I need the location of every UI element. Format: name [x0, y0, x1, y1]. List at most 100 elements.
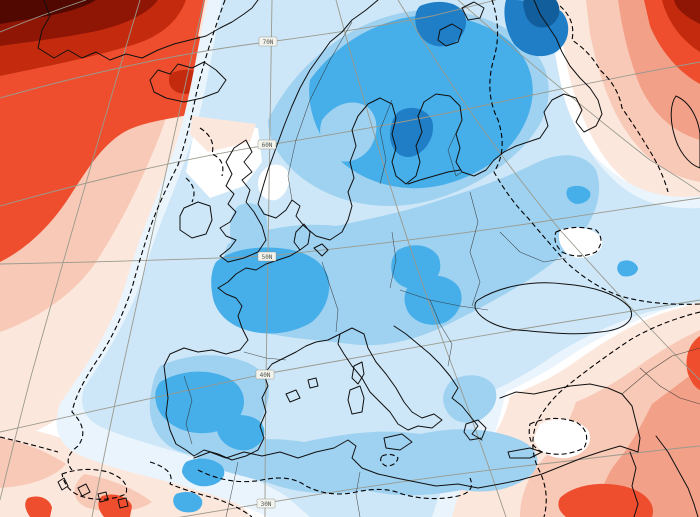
- coast-peloponnese: [463, 419, 487, 441]
- country-borders: [183, 21, 700, 517]
- cold-blob-alboran: [182, 458, 225, 487]
- coast-balearics-islands: [285, 377, 319, 403]
- lat-label-60n-chip: [257, 139, 277, 150]
- meridian-20e: [397, 0, 700, 381]
- cold-region-england: [230, 203, 268, 257]
- coast-sicily: [383, 433, 413, 451]
- lat-label-70n-chip: [258, 36, 278, 47]
- coast-turkey-south: [499, 383, 623, 399]
- border-balkans: [429, 299, 453, 367]
- warm-region-russia-maroon: [664, 0, 700, 24]
- lat-label-60n-text: 60N: [262, 142, 273, 149]
- coast-canary-islands: [57, 477, 129, 509]
- lat-label-70n-text: 70N: [263, 39, 274, 46]
- warm-region-mideast-salmon: [599, 368, 700, 517]
- coast-north-africa: [193, 439, 639, 489]
- lat-label-70n: 70N: [258, 36, 278, 47]
- contour-canaries-ring: [61, 468, 128, 500]
- cold-blob-anatolia-small1: [566, 185, 591, 204]
- warm-region-canaries-mid2: [74, 474, 152, 512]
- cold-darkest-northeast-core: [523, 0, 560, 28]
- border-nafrica-2: [355, 471, 361, 517]
- warm-region-canaries-mid1: [0, 438, 66, 488]
- border-finland-russia: [447, 119, 463, 177]
- coast-crete: [507, 447, 543, 459]
- contour-nafrica-ring: [380, 453, 399, 467]
- cold-blob-east-spain: [155, 371, 244, 434]
- cold-region-nafrica-band: [196, 429, 538, 496]
- neutral-patch-norway-mtns: [258, 164, 290, 201]
- coast-nile-redsea: [629, 435, 699, 517]
- coast-denmark: [293, 223, 329, 257]
- coast-gulf-of-finland: [407, 169, 461, 185]
- meridian-10w: [91, 0, 205, 517]
- meridian-30e: [457, 0, 700, 193]
- warm-region-greenland-orange: [0, 0, 239, 262]
- cold-dark-bothnia: [390, 107, 434, 158]
- cold-blob-tunisia: [217, 415, 265, 451]
- warm-region-canaries-spot2: [25, 496, 52, 517]
- lat-label-50n-text: 50N: [262, 254, 273, 261]
- lat-label-50n-chip: [257, 251, 277, 262]
- border-mideast: [621, 347, 700, 405]
- meridian-0: [264, 0, 273, 517]
- graticule-labels: 70N 60N 50N 40N 30N: [255, 36, 278, 509]
- lat-label-40n-text: 40N: [260, 372, 271, 379]
- coast-great-britain: [219, 139, 267, 263]
- lat-label-30n-chip: [256, 498, 276, 509]
- cold-blob-morocco: [173, 492, 203, 513]
- border-nafrica-1: [225, 461, 239, 517]
- border-france-germany: [321, 261, 339, 333]
- coast-ireland: [179, 201, 213, 239]
- coast-white-sea: [533, 0, 603, 139]
- cold-region-aegean: [443, 375, 497, 423]
- coast-corsica: [351, 361, 365, 385]
- lat-label-40n-chip: [255, 369, 275, 380]
- coast-sweden-baltic: [315, 93, 541, 241]
- meridian-20w: [0, 0, 141, 501]
- contour-topright: [559, 5, 669, 193]
- neutral-patch-cyprus: [534, 419, 590, 459]
- coast-kanin: [437, 1, 485, 47]
- parallel-50n: [0, 197, 700, 265]
- parallel-75n: [0, 0, 87, 33]
- border-pyrenees: [243, 351, 287, 361]
- cold-blob-france: [211, 247, 330, 334]
- border-sweden-finland: [379, 99, 393, 185]
- coast-norway: [257, 0, 379, 237]
- lat-label-30n-text: 30N: [261, 501, 272, 508]
- coast-caspian: [670, 95, 700, 169]
- lat-label-30n: 30N: [256, 498, 276, 509]
- coast-iberia-med: [193, 333, 341, 461]
- contour-cyprus-ring: [528, 417, 588, 455]
- lat-label-60n: 60N: [257, 139, 277, 150]
- border-danube: [399, 289, 489, 311]
- warm-tip-north-scotland: [190, 116, 256, 152]
- coast-continent-west: [163, 249, 301, 457]
- coast-balkans-greece: [393, 325, 483, 441]
- lat-label-50n: 50N: [257, 251, 277, 262]
- border-ukraine: [499, 231, 567, 263]
- meridian-10e: [335, 0, 507, 517]
- lat-label-40n: 40N: [255, 369, 275, 380]
- cold-blob-adriatic: [404, 275, 462, 325]
- coastlines: [37, 0, 700, 517]
- border-portugal: [183, 375, 193, 445]
- coast-italy: [337, 327, 443, 431]
- neutral-patch-caucasus: [558, 227, 603, 258]
- contour-west-atlantic: [67, 0, 226, 471]
- border-germany-poland: [389, 231, 397, 289]
- contour-southeast: [532, 311, 700, 517]
- contour-caucasus-ring: [554, 226, 602, 257]
- parallel-40n: [0, 299, 700, 433]
- parallel-60n: [0, 61, 700, 207]
- border-norway-sweden: [287, 21, 353, 201]
- parallel-30n: [178, 445, 700, 517]
- cold-dark-finnmark: [415, 1, 467, 47]
- contour-scotland: [185, 127, 224, 203]
- border-east-europe: [469, 191, 481, 307]
- warm-region-mideast-redblob: [558, 483, 654, 517]
